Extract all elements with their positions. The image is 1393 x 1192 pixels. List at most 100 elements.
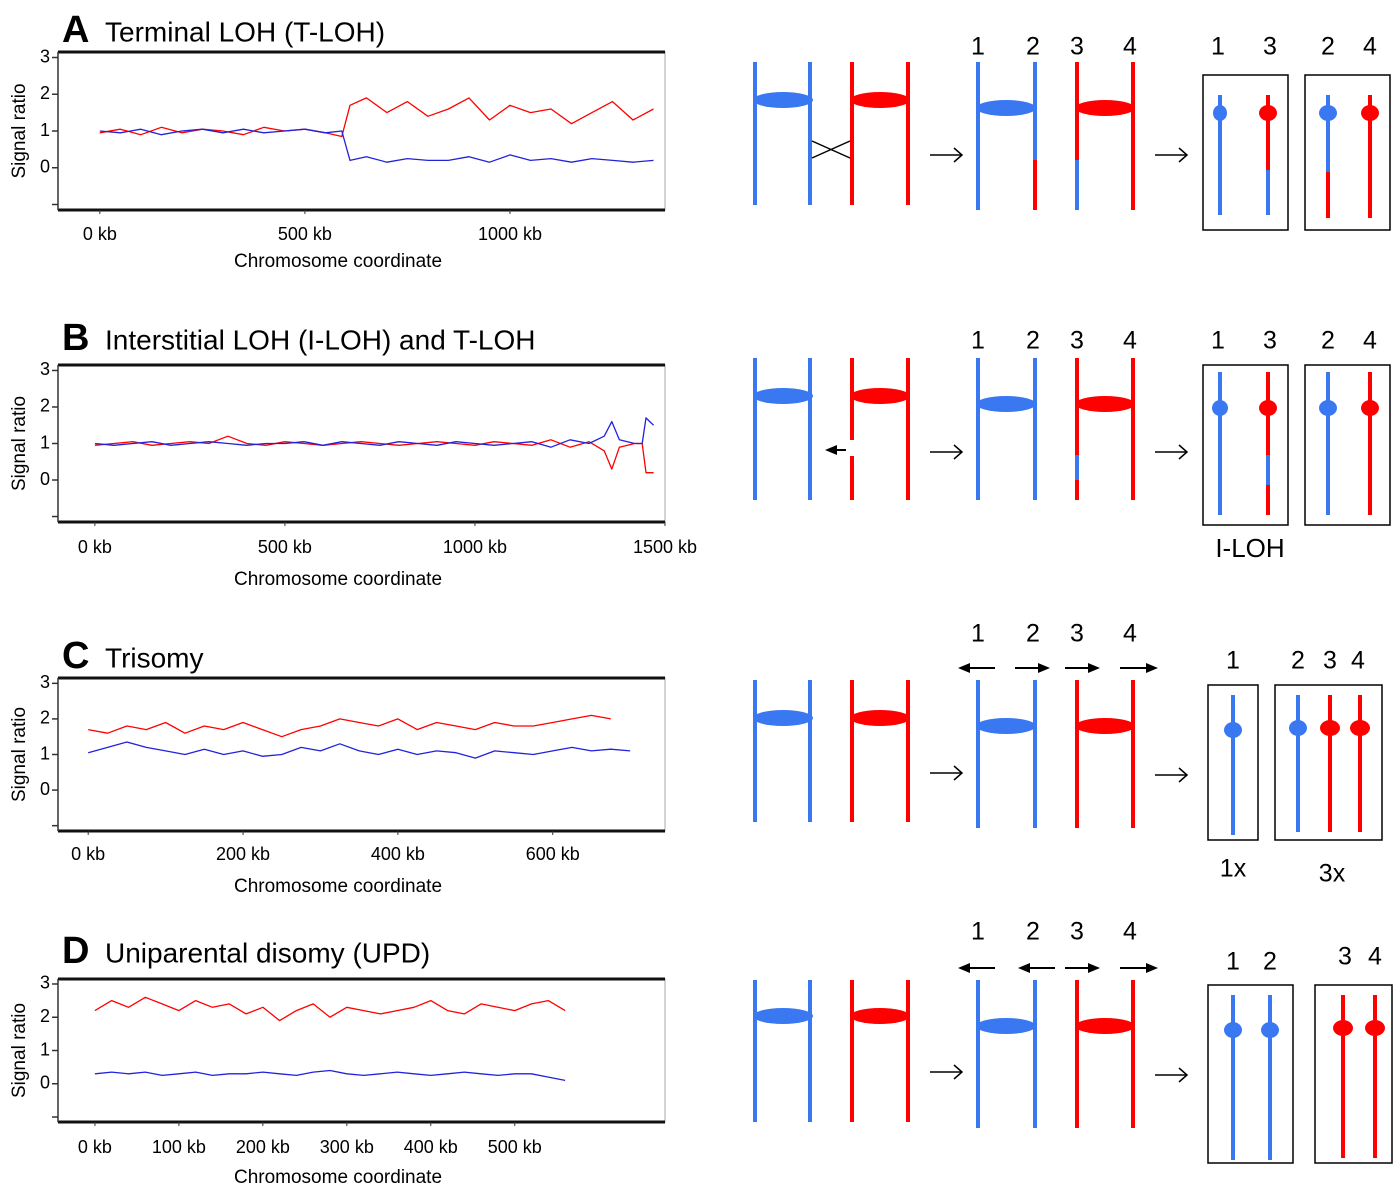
centromere: [753, 1008, 813, 1024]
arrow-head: [1146, 963, 1158, 973]
centromere-dot: [1259, 400, 1277, 416]
centromere: [1075, 396, 1135, 412]
diagram-label: 3: [1323, 647, 1337, 675]
centromere-dot: [1224, 1022, 1242, 1038]
diagram-label: 3: [1070, 327, 1084, 355]
diagram-label: 3x: [1319, 860, 1346, 888]
centromere: [850, 92, 910, 108]
diagram-label: 1: [971, 33, 985, 61]
diagram-label: 2: [1026, 33, 1040, 61]
centromere-dot: [1289, 720, 1307, 736]
diagram-label: 1: [1226, 948, 1240, 976]
panel-title: Interstitial LOH (I-LOH) and T-LOH: [105, 324, 536, 355]
plot-frame: [57, 677, 666, 832]
x-tick-label: 0 kb: [71, 844, 105, 864]
centromere-dot: [1224, 722, 1242, 738]
arrow-head: [953, 765, 964, 781]
panel-letter: C: [62, 635, 89, 677]
arrow-head: [953, 147, 964, 163]
arrow-head: [1178, 147, 1189, 163]
panel-letter: A: [62, 9, 89, 51]
y-tick-label: 3: [40, 672, 50, 692]
x-tick-label: 200 kb: [216, 844, 270, 864]
diagram-label: 2: [1321, 33, 1335, 61]
x-tick-label: 0 kb: [78, 537, 112, 557]
y-tick-label: 0: [40, 156, 50, 176]
x-tick-label: 200 kb: [236, 1137, 290, 1157]
arrow-head: [825, 445, 837, 455]
diagram-label: 4: [1123, 918, 1137, 946]
product-box: [1304, 364, 1391, 526]
centromere-dot: [1259, 105, 1277, 121]
arrow-head: [958, 663, 970, 673]
centromere: [753, 710, 813, 726]
centromere: [976, 100, 1036, 116]
y-tick-label: 2: [40, 1006, 50, 1026]
x-axis-title: Chromosome coordinate: [234, 1167, 442, 1188]
product-box: [1202, 364, 1289, 526]
y-axis-title: Signal ratio: [9, 396, 30, 491]
diagram-label: 3: [1070, 33, 1084, 61]
arrow-head: [1038, 663, 1050, 673]
x-tick-label: 1500 kb: [633, 537, 697, 557]
diagram-label: 2: [1263, 948, 1277, 976]
y-tick-label: 0: [40, 779, 50, 799]
product-box: [1207, 684, 1259, 841]
panel-title: Terminal LOH (T-LOH): [105, 16, 385, 47]
diagram-label: 1: [1226, 647, 1240, 675]
diagram-label: 3: [1070, 620, 1084, 648]
centromere-dot: [1212, 400, 1228, 416]
diagram-label: 4: [1363, 327, 1377, 355]
x-tick-label: 1000 kb: [443, 537, 507, 557]
y-tick-label: 1: [40, 1039, 50, 1059]
arrow-head: [1146, 663, 1158, 673]
diagram-label: 3: [1070, 918, 1084, 946]
centromere: [753, 92, 813, 108]
centromere: [850, 388, 910, 404]
centromere-dot: [1361, 105, 1379, 121]
diagram-label: 1: [971, 918, 985, 946]
panel-letter: D: [62, 930, 89, 972]
crossover: [811, 140, 851, 159]
diagram-label: I-LOH: [1215, 533, 1284, 563]
y-tick-label: 3: [40, 973, 50, 993]
arrow-head: [953, 1064, 964, 1080]
diagram-label: 4: [1368, 943, 1382, 971]
y-tick-label: 2: [40, 708, 50, 728]
x-tick-label: 0 kb: [83, 224, 117, 244]
diagram-label: 3: [1263, 33, 1277, 61]
x-axis-title: Chromosome coordinate: [234, 876, 442, 897]
diagram-label: 2: [1321, 327, 1335, 355]
centromere: [850, 1008, 910, 1024]
product-box: [1207, 984, 1294, 1164]
y-tick-label: 0: [40, 469, 50, 489]
centromere-dot: [1350, 720, 1370, 736]
y-tick-label: 1: [40, 432, 50, 452]
centromere-dot: [1333, 1020, 1353, 1036]
centromere-dot: [1319, 400, 1337, 416]
y-tick-label: 2: [40, 83, 50, 103]
diagram-label: 2: [1026, 620, 1040, 648]
signal-line: [94, 417, 655, 448]
centromere: [1075, 1018, 1135, 1034]
diagram-label: 2: [1026, 327, 1040, 355]
y-tick-label: 2: [40, 396, 50, 416]
product-box: [1314, 984, 1393, 1164]
centromere-dot: [1361, 400, 1379, 416]
plot-frame: [57, 978, 666, 1123]
centromere-dot: [1319, 105, 1337, 121]
x-tick-label: 500 kb: [258, 537, 312, 557]
x-tick-label: 0 kb: [78, 1137, 112, 1157]
panel-title: Uniparental disomy (UPD): [105, 937, 430, 968]
diagram-label: 1: [971, 620, 985, 648]
diagram-label: 3: [1263, 327, 1277, 355]
x-tick-label: 1000 kb: [478, 224, 542, 244]
diagram-label: 2: [1291, 647, 1305, 675]
x-tick-label: 400 kb: [371, 844, 425, 864]
diagram-label: 4: [1123, 33, 1137, 61]
panel-title: Trisomy: [105, 642, 204, 673]
panel-letter: B: [62, 317, 89, 359]
centromere: [850, 710, 910, 726]
y-axis-title: Signal ratio: [9, 707, 30, 802]
